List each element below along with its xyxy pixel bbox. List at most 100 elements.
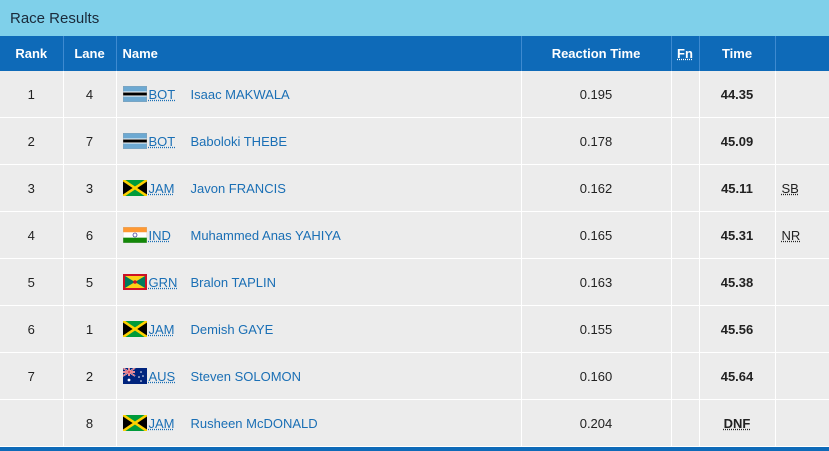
country-code-link[interactable]: IND — [148, 227, 171, 243]
lane-cell: 1 — [63, 305, 117, 353]
country-code-link[interactable]: GRN — [148, 274, 178, 290]
name-cell: GRN Bralon TAPLIN — [116, 258, 522, 306]
name-cell: BOT Isaac MAKWALA — [116, 71, 522, 118]
lane-cell: 3 — [63, 164, 117, 212]
jamaica-flag-icon — [121, 319, 148, 339]
reaction-time-cell: 0.165 — [521, 211, 672, 259]
country-code-link[interactable]: JAM — [148, 180, 175, 196]
lane-cell: 7 — [63, 117, 117, 165]
jamaica-flag-icon — [121, 413, 148, 433]
time-cell: 45.64 — [699, 352, 776, 400]
reaction-time-cell: 0.160 — [521, 352, 672, 400]
record-note-cell: SB — [775, 164, 829, 212]
athlete-name-link[interactable]: Isaac MAKWALA — [190, 86, 290, 102]
table-bottom-border — [0, 447, 829, 451]
time-cell: 45.11 — [699, 164, 776, 212]
reaction-time-cell: 0.178 — [521, 117, 672, 165]
fn-cell — [671, 211, 700, 259]
table-row: 4 6 IND Muhammed Anas YAHIYA 0.165 45.31 NR — [0, 211, 829, 259]
record-note-cell — [775, 352, 829, 400]
table-row: 8 JAM Rusheen McDONALD 0.204 DNF — [0, 399, 829, 447]
reaction-time-cell: 0.204 — [521, 399, 672, 447]
page-title-text: Race Results — [10, 9, 100, 27]
name-cell: JAM Rusheen McDONALD — [116, 399, 522, 447]
column-header-rank[interactable]: Rank — [0, 36, 64, 71]
fn-cell — [671, 71, 700, 118]
reaction-time-cell: 0.163 — [521, 258, 672, 306]
record-note-cell — [775, 258, 829, 306]
record-note-cell — [775, 399, 829, 447]
table-row: 3 3 JAM Javon FRANCIS 0.162 45.11 SB — [0, 164, 829, 212]
botswana-flag-icon — [122, 85, 147, 103]
name-cell: BOT Baboloki THEBE — [116, 117, 522, 165]
table-row: 7 2 AUS Steven SOLOMON 0.160 45.64 — [0, 352, 829, 400]
athlete-name-link[interactable]: Muhammed Anas YAHIYA — [190, 227, 341, 243]
athlete-name-link[interactable]: Baboloki THEBE — [190, 133, 288, 149]
rank-cell: 2 — [0, 117, 64, 165]
column-header-fn[interactable]: Fn — [671, 36, 700, 71]
rank-cell: 4 — [0, 211, 64, 259]
column-header-name[interactable]: Name — [116, 36, 522, 71]
fn-cell — [671, 117, 700, 165]
reaction-time-cell: 0.162 — [521, 164, 672, 212]
page-title: Race Results — [0, 0, 829, 36]
table-header-row: Rank Lane Name Reaction Time Fn Time — [0, 36, 829, 71]
time-cell: 45.09 — [699, 117, 776, 165]
country-code-link[interactable]: BOT — [148, 133, 176, 149]
fn-cell — [671, 164, 700, 212]
time-cell: 44.35 — [699, 71, 776, 118]
india-flag-icon — [122, 226, 147, 244]
column-header-time[interactable]: Time — [699, 36, 776, 71]
name-cell: IND Muhammed Anas YAHIYA — [116, 211, 522, 259]
rank-cell: 3 — [0, 164, 64, 212]
name-cell: AUS Steven SOLOMON — [116, 352, 522, 400]
name-cell: JAM Javon FRANCIS — [116, 164, 522, 212]
rank-cell: 6 — [0, 305, 64, 353]
athlete-name-link[interactable]: Steven SOLOMON — [190, 368, 302, 384]
fn-cell — [671, 305, 700, 353]
table-row: 5 5 GRN Bralon TAPLIN 0.163 45.38 — [0, 258, 829, 306]
column-header-reaction-time[interactable]: Reaction Time — [521, 36, 672, 71]
record-note-cell — [775, 71, 829, 118]
table-row: 6 1 JAM Demish GAYE 0.155 45.56 — [0, 305, 829, 353]
fn-cell — [671, 399, 700, 447]
athlete-name-link[interactable]: Javon FRANCIS — [190, 180, 286, 196]
column-header-lane[interactable]: Lane — [63, 36, 117, 71]
lane-cell: 4 — [63, 71, 117, 118]
jamaica-flag-icon — [121, 178, 148, 198]
rank-cell: 1 — [0, 71, 64, 118]
grenada-flag-icon — [122, 274, 147, 290]
table-row: 1 4 BOT Isaac MAKWALA 0.195 44.35 — [0, 71, 829, 118]
column-header-note — [775, 36, 829, 71]
athlete-name-link[interactable]: Demish GAYE — [190, 321, 274, 337]
name-cell: JAM Demish GAYE — [116, 305, 522, 353]
time-cell: 45.56 — [699, 305, 776, 353]
table-row: 2 7 BOT Baboloki THEBE 0.178 45.09 — [0, 117, 829, 165]
lane-cell: 8 — [63, 399, 117, 447]
country-code-link[interactable]: JAM — [148, 415, 175, 431]
record-note-cell — [775, 305, 829, 353]
country-code-link[interactable]: BOT — [148, 86, 176, 102]
reaction-time-cell: 0.195 — [521, 71, 672, 118]
country-code-link[interactable]: AUS — [148, 368, 176, 384]
athlete-name-link[interactable]: Bralon TAPLIN — [190, 274, 277, 290]
rank-cell: 5 — [0, 258, 64, 306]
time-cell: 45.38 — [699, 258, 776, 306]
lane-cell: 2 — [63, 352, 117, 400]
fn-cell — [671, 258, 700, 306]
record-note-cell: NR — [775, 211, 829, 259]
rank-cell: 7 — [0, 352, 64, 400]
australia-flag-icon — [122, 367, 147, 384]
time-cell: DNF — [699, 399, 776, 447]
botswana-flag-icon — [122, 132, 147, 150]
record-note-cell — [775, 117, 829, 165]
reaction-time-cell: 0.155 — [521, 305, 672, 353]
athlete-name-link[interactable]: Rusheen McDONALD — [190, 415, 318, 431]
rank-cell — [0, 399, 64, 447]
country-code-link[interactable]: JAM — [148, 321, 175, 337]
lane-cell: 6 — [63, 211, 117, 259]
fn-cell — [671, 352, 700, 400]
time-cell: 45.31 — [699, 211, 776, 259]
lane-cell: 5 — [63, 258, 117, 306]
